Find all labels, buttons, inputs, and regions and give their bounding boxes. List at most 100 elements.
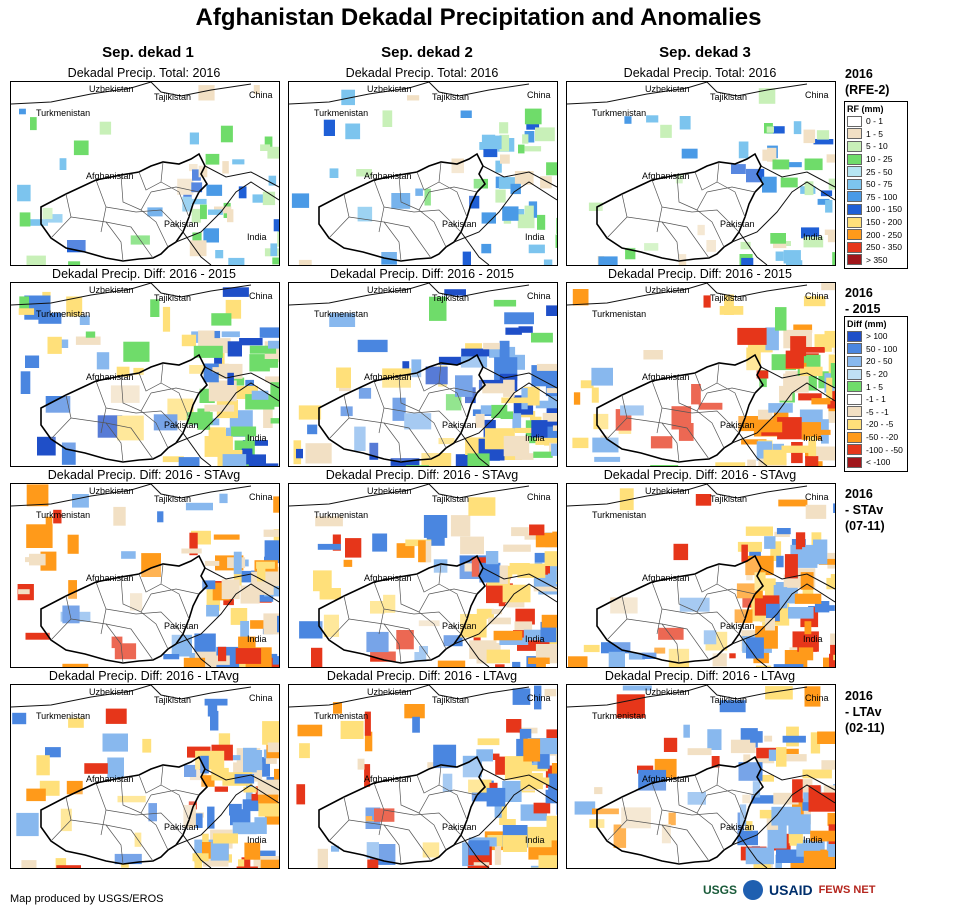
precip-cell xyxy=(782,162,802,168)
country-label-pakistan: Pakistan xyxy=(442,621,477,631)
province-border xyxy=(716,583,746,620)
precip-cell xyxy=(273,219,279,232)
country-label-turkmenistan: Turkmenistan xyxy=(592,108,647,118)
precip-cell xyxy=(204,698,228,706)
precip-cell xyxy=(591,367,613,386)
legend-label: 5 - 10 xyxy=(866,141,888,152)
precip-cell xyxy=(45,214,63,223)
precip-cell xyxy=(776,747,787,767)
precip-cell xyxy=(191,182,203,193)
precip-cell xyxy=(770,233,786,244)
precip-cell xyxy=(499,803,507,825)
map-credit: Map produced by USGS/EROS xyxy=(10,893,164,905)
column-header-dekad-2: Sep. dekad 2 xyxy=(381,44,473,61)
precip-cell xyxy=(383,594,396,613)
pakistan-coast xyxy=(182,231,212,265)
precip-cell xyxy=(234,774,255,784)
precip-cell xyxy=(340,406,353,417)
precip-cell xyxy=(668,812,676,826)
precip-cell xyxy=(248,750,263,771)
pakistan-india-border xyxy=(731,181,835,243)
legend-swatch xyxy=(847,128,862,140)
province-border xyxy=(140,410,169,449)
precip-cell xyxy=(210,842,229,861)
precip-cell xyxy=(795,532,806,550)
precip-cell xyxy=(402,361,410,376)
province-border xyxy=(416,161,442,191)
precip-cell xyxy=(826,154,835,163)
precip-cell xyxy=(443,635,463,647)
precip-cell xyxy=(55,858,67,868)
precip-cell xyxy=(494,806,502,818)
precip-cell xyxy=(503,835,527,852)
country-label-afghanistan: Afghanistan xyxy=(86,372,134,382)
precip-cell xyxy=(370,601,385,614)
legend-item: -5 - -1 xyxy=(845,406,907,419)
precip-cell xyxy=(746,347,761,371)
precip-cell xyxy=(548,388,557,405)
precip-cell xyxy=(486,787,506,807)
precip-cell xyxy=(514,171,534,185)
precip-cell xyxy=(804,181,814,196)
precip-cell xyxy=(212,367,227,373)
legend-item: 20 - 50 xyxy=(845,355,907,368)
province-border xyxy=(416,764,442,794)
country-label-china: China xyxy=(249,291,273,301)
precip-cell xyxy=(825,200,833,213)
precip-cell xyxy=(121,551,136,559)
precip-cell xyxy=(147,207,163,217)
country-label-pakistan: Pakistan xyxy=(720,420,755,430)
precip-cell xyxy=(296,784,306,805)
precip-cell xyxy=(437,660,466,667)
country-label-pakistan: Pakistan xyxy=(442,420,477,430)
precip-cell xyxy=(813,446,835,461)
precip-cell xyxy=(786,260,803,265)
precip-cell xyxy=(804,686,821,707)
precip-cell xyxy=(252,194,266,203)
province-border xyxy=(150,789,200,796)
province-border xyxy=(140,209,169,248)
province-border xyxy=(160,181,190,218)
precip-cell xyxy=(370,651,396,662)
precip-cell xyxy=(226,755,241,761)
country-label-tajikistan: Tajikistan xyxy=(710,293,748,303)
precip-cell xyxy=(793,324,813,333)
province-border xyxy=(70,618,124,664)
precip-cell xyxy=(238,186,247,199)
precip-cell xyxy=(503,379,515,397)
usaid-logo: USAID xyxy=(769,882,813,898)
china-border xyxy=(204,366,279,389)
panel-caption: Dekadal Precip. Diff: 2016 - LTAvg xyxy=(326,669,518,683)
precip-cell xyxy=(790,862,817,868)
precip-cell xyxy=(189,532,198,556)
precip-cell xyxy=(552,425,557,431)
agency-logos: USGS USAID FEWS NET xyxy=(703,880,875,900)
precip-cell xyxy=(331,845,340,852)
precip-cell xyxy=(598,256,618,265)
precip-cell xyxy=(257,463,279,466)
precip-cell xyxy=(802,547,814,554)
precip-cell xyxy=(755,665,772,667)
precip-cell xyxy=(594,787,603,795)
legend-swatch xyxy=(847,444,862,456)
precip-cell xyxy=(277,615,279,633)
precip-cell xyxy=(833,503,835,513)
province-border xyxy=(150,588,200,595)
precip-cell xyxy=(442,773,453,792)
precip-cell xyxy=(60,808,72,832)
province-border xyxy=(438,181,468,218)
panel-caption: Dekadal Precip. Diff: 2016 - STAvg xyxy=(603,468,797,482)
precip-cell xyxy=(777,754,807,762)
legend-item: 5 - 10 xyxy=(845,140,907,153)
precip-cell xyxy=(781,445,811,453)
precip-cell xyxy=(737,327,767,345)
precip-cell xyxy=(207,806,215,829)
province-border xyxy=(105,608,184,635)
precip-cell xyxy=(493,299,517,307)
province-border xyxy=(661,407,740,434)
precip-cell xyxy=(817,198,830,205)
legend-swatch xyxy=(847,229,862,241)
precip-cell xyxy=(116,366,130,377)
precip-cell xyxy=(56,865,81,868)
precip-cell xyxy=(230,608,248,625)
